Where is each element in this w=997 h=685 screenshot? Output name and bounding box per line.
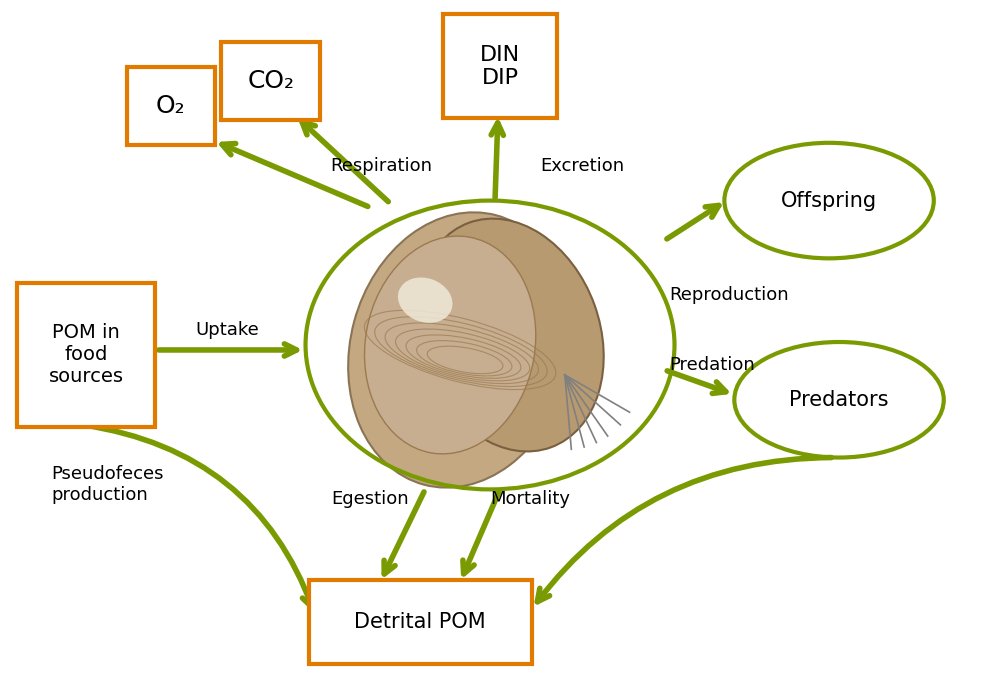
Text: DIN
DIP: DIN DIP [480, 45, 520, 88]
Text: Pseudofeces
production: Pseudofeces production [51, 465, 164, 504]
Text: Uptake: Uptake [195, 321, 259, 339]
Text: Predation: Predation [670, 356, 756, 374]
Ellipse shape [365, 236, 535, 454]
FancyBboxPatch shape [17, 283, 156, 427]
Text: Excretion: Excretion [540, 157, 624, 175]
Text: Reproduction: Reproduction [670, 286, 790, 304]
FancyBboxPatch shape [308, 580, 532, 664]
Text: Predators: Predators [790, 390, 888, 410]
Text: O₂: O₂ [157, 94, 185, 118]
Text: Offspring: Offspring [781, 190, 877, 210]
FancyBboxPatch shape [443, 14, 557, 118]
Ellipse shape [416, 219, 604, 451]
Text: Egestion: Egestion [332, 490, 409, 508]
FancyBboxPatch shape [221, 42, 320, 121]
Text: Mortality: Mortality [490, 490, 570, 508]
Ellipse shape [398, 277, 453, 323]
Text: Respiration: Respiration [330, 157, 433, 175]
Ellipse shape [348, 212, 572, 488]
Text: Detrital POM: Detrital POM [354, 612, 486, 632]
Text: POM in
food
sources: POM in food sources [49, 323, 124, 386]
FancyBboxPatch shape [127, 66, 215, 145]
Text: CO₂: CO₂ [247, 69, 294, 93]
